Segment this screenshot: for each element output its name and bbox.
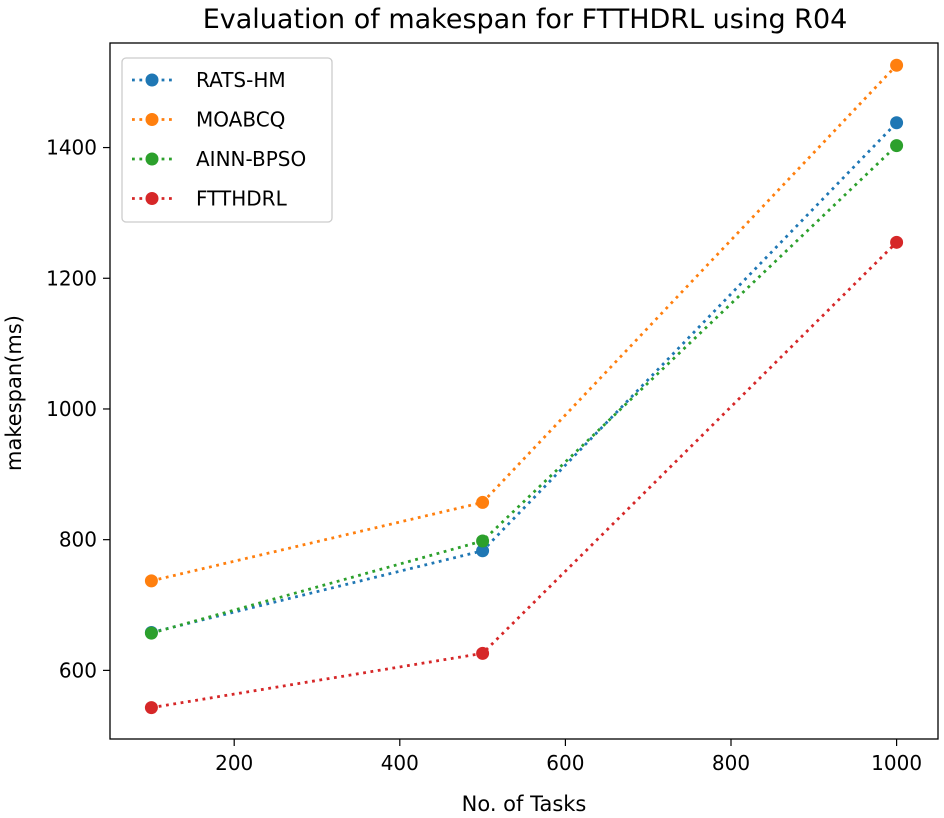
legend: RATS-HM MOABCQ AINN-BPSO FTTHDRL bbox=[121, 57, 333, 223]
legend-label: RATS-HM bbox=[196, 68, 286, 92]
legend-marker bbox=[145, 192, 159, 205]
chart-title: Evaluation of makespan for FTTHDRL using… bbox=[203, 4, 848, 35]
data-point bbox=[144, 701, 158, 715]
legend-label: MOABCQ bbox=[196, 108, 285, 132]
data-point bbox=[476, 534, 490, 548]
legend-box bbox=[121, 57, 333, 223]
x-axis-label: No. of Tasks bbox=[462, 792, 587, 816]
data-point bbox=[890, 235, 904, 249]
y-tick-label: 800 bbox=[59, 528, 97, 552]
y-axis-label: makespan(ms) bbox=[2, 315, 26, 471]
x-tick-label: 400 bbox=[381, 751, 419, 775]
series-line-ainn-bpso bbox=[151, 144, 898, 635]
legend-label: AINN-BPSO bbox=[196, 147, 306, 171]
data-point bbox=[144, 574, 158, 588]
y-tick-label: 1200 bbox=[46, 266, 97, 290]
x-tick-label: 1000 bbox=[871, 751, 922, 775]
plot-frame bbox=[109, 42, 939, 740]
x-tick-label: 600 bbox=[546, 751, 584, 775]
data-point bbox=[890, 139, 904, 153]
data-point bbox=[476, 495, 490, 509]
y-tick-label: 1400 bbox=[46, 136, 97, 160]
legend-marker bbox=[145, 113, 159, 126]
data-point bbox=[890, 58, 904, 72]
data-point bbox=[890, 116, 904, 130]
data-point bbox=[476, 544, 490, 558]
y-tick-label: 1000 bbox=[46, 397, 97, 421]
data-point bbox=[144, 626, 158, 640]
legend-marker bbox=[145, 152, 159, 166]
x-tick-label: 800 bbox=[712, 751, 750, 775]
series-line-moabcq bbox=[151, 64, 898, 583]
plot-area: 200 400 600 800 1000 600 800 1000 1200 1400 bbox=[46, 42, 939, 775]
y-tick-label: 600 bbox=[59, 658, 97, 682]
legend-marker bbox=[145, 73, 159, 87]
data-point bbox=[476, 646, 490, 660]
x-tick-label: 200 bbox=[215, 751, 253, 775]
series-line-ftthdrl bbox=[151, 241, 898, 710]
legend-label: FTTHDRL bbox=[196, 187, 288, 211]
